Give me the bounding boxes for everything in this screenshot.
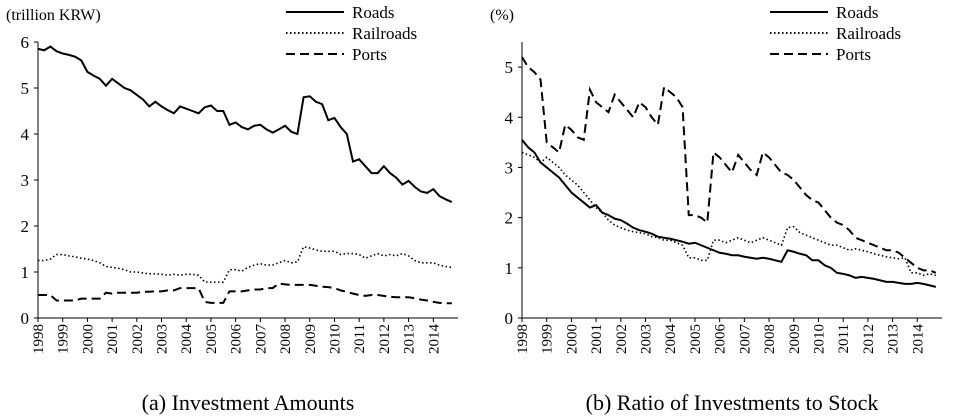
y-tick-label: 3 <box>21 171 30 190</box>
x-tick-label: 2005 <box>688 324 704 354</box>
x-tick-label: 2003 <box>639 324 655 354</box>
x-tick-label: 2013 <box>402 324 418 354</box>
x-tick-label: 1999 <box>540 324 556 354</box>
y-tick-label: 4 <box>505 108 514 127</box>
y-axis-label: (trillion KRW) <box>6 7 101 24</box>
data-line <box>521 151 937 277</box>
legend-label: Railroads <box>352 24 417 43</box>
y-tick-label: 4 <box>21 125 30 144</box>
x-tick-label: 2012 <box>861 324 877 354</box>
y-tick-label: 1 <box>505 259 514 278</box>
x-tick-label: 2014 <box>910 324 926 355</box>
x-tick-label: 1998 <box>515 324 531 354</box>
data-line <box>521 139 937 288</box>
chart-caption: (a) Investment Amounts <box>142 390 355 415</box>
chart-caption: (b) Ratio of Investments to Stock <box>586 390 879 415</box>
x-tick-label: 2010 <box>327 324 343 354</box>
legend-label: Railroads <box>836 24 901 43</box>
data-line <box>521 56 937 274</box>
x-tick-label: 2007 <box>737 324 753 355</box>
x-tick-label: 2010 <box>811 324 827 354</box>
y-axis-label: (%) <box>490 7 514 24</box>
y-tick-label: 2 <box>21 217 30 236</box>
legend-label: Roads <box>352 3 395 22</box>
x-tick-label: 2001 <box>105 324 121 354</box>
y-tick-label: 6 <box>21 33 30 52</box>
y-tick-label: 2 <box>505 209 514 228</box>
x-tick-label: 2012 <box>377 324 393 354</box>
x-tick-label: 2009 <box>787 324 803 354</box>
x-tick-label: 2011 <box>352 324 368 353</box>
y-tick-label: 5 <box>505 58 514 77</box>
x-tick-label: 2004 <box>663 324 679 355</box>
x-tick-label: 2006 <box>713 324 729 355</box>
x-tick-label: 2011 <box>836 324 852 353</box>
x-tick-label: 2006 <box>229 324 245 355</box>
legend-label: Ports <box>352 45 387 64</box>
y-tick-label: 0 <box>21 309 30 328</box>
x-tick-label: 2008 <box>762 324 778 354</box>
x-tick-label: 1999 <box>56 324 72 354</box>
y-tick-label: 3 <box>505 158 514 177</box>
x-tick-label: 2009 <box>303 324 319 354</box>
x-tick-label: 2008 <box>278 324 294 354</box>
data-line <box>37 45 453 203</box>
x-tick-label: 2007 <box>253 324 269 355</box>
y-tick-label: 0 <box>505 309 514 328</box>
y-tick-label: 5 <box>21 79 30 98</box>
data-line <box>38 282 452 305</box>
x-tick-label: 2000 <box>564 324 580 354</box>
x-tick-label: 2001 <box>589 324 605 354</box>
x-tick-label: 2000 <box>80 324 96 354</box>
x-tick-label: 2004 <box>179 324 195 355</box>
legend-label: Ports <box>836 45 871 64</box>
x-tick-label: 2014 <box>426 324 442 355</box>
y-tick-label: 1 <box>21 263 30 282</box>
x-tick-label: 2002 <box>130 324 146 354</box>
x-tick-label: 2005 <box>204 324 220 354</box>
x-tick-label: 1998 <box>31 324 47 354</box>
legend-label: Roads <box>836 3 879 22</box>
x-tick-label: 2013 <box>886 324 902 354</box>
x-tick-label: 2003 <box>155 324 171 354</box>
x-tick-label: 2002 <box>614 324 630 354</box>
data-line <box>38 245 452 283</box>
